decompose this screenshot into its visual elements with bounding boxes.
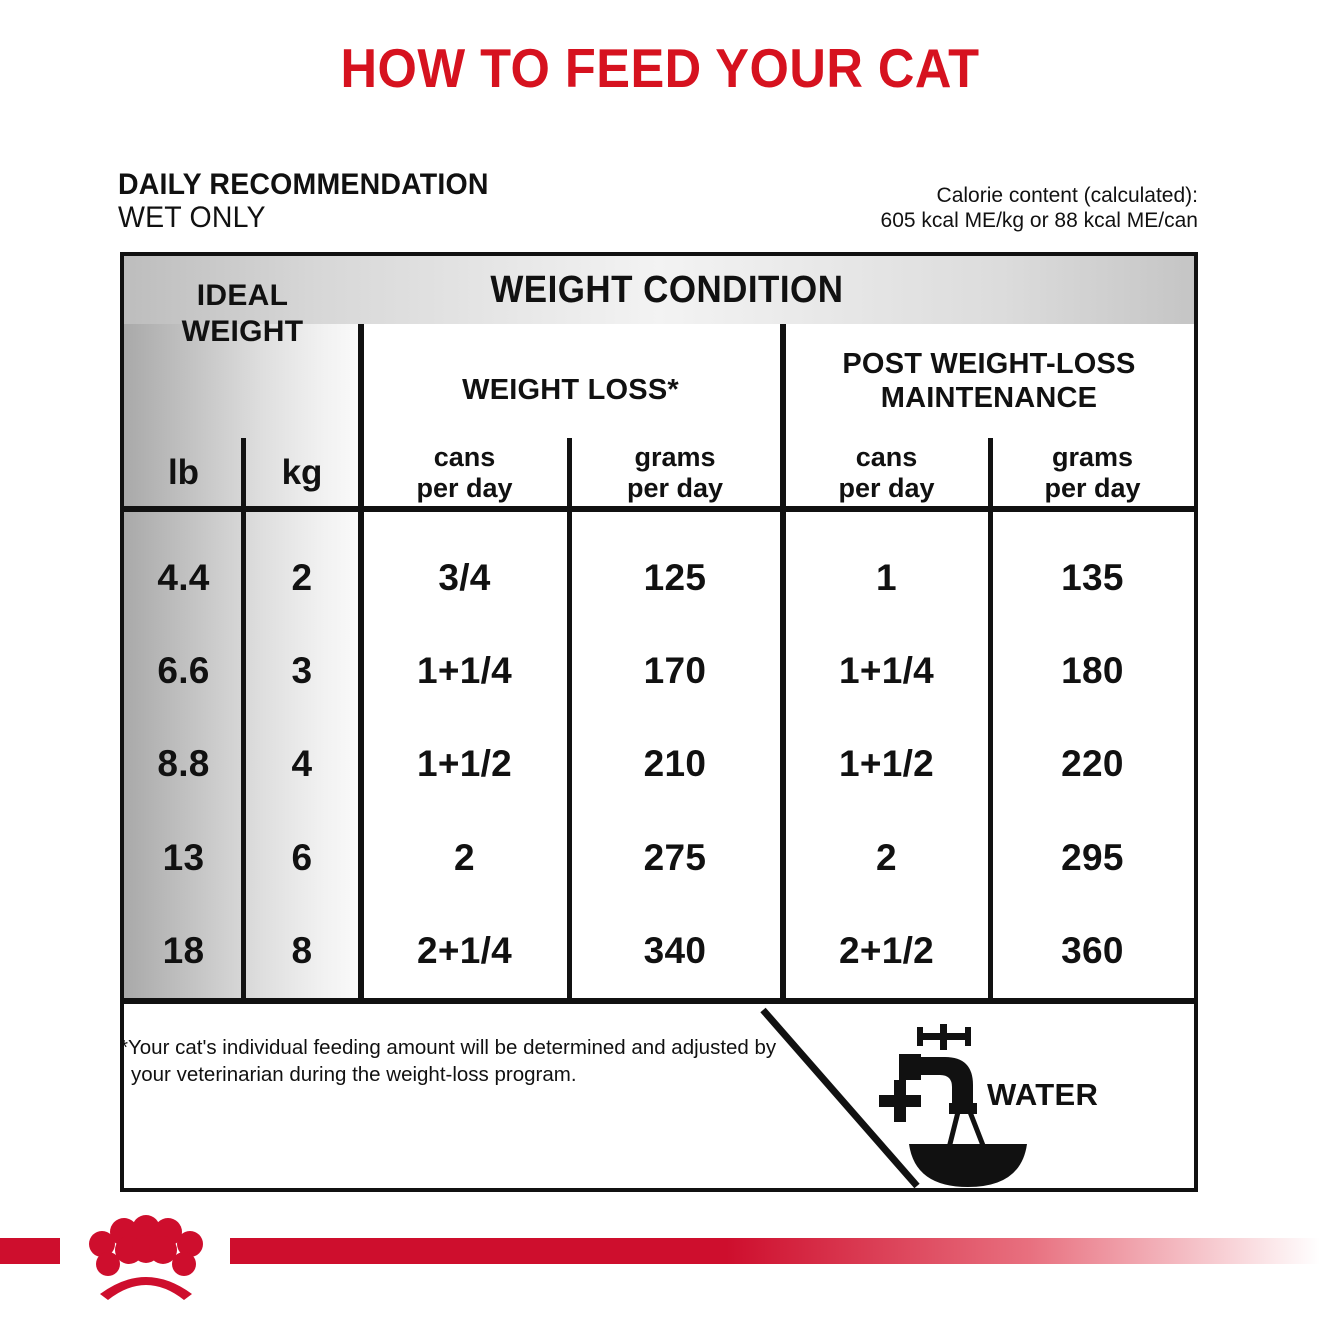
water-stream-icon — [946, 1111, 987, 1149]
ideal-weight-label-line1: IDEAL — [196, 279, 289, 312]
post-weight-loss-label: POST WEIGHT-LOSS MAINTENANCE — [842, 347, 1135, 415]
water-callout-shape — [760, 1007, 1027, 1196]
cell-pm-grams: 135 — [1061, 556, 1124, 598]
cell-wl-cans: 3/4 — [438, 556, 491, 598]
plus-icon — [879, 1080, 921, 1122]
pm-grams-line1: grams — [1051, 441, 1134, 472]
cell-pm-cans: 2+1/2 — [838, 930, 935, 972]
divider-lb-kg — [241, 438, 246, 998]
cell-lb: 18 — [162, 930, 205, 972]
weight-condition-header: WEIGHT CONDITION — [124, 256, 1194, 324]
cell-pm-grams: 295 — [1061, 836, 1124, 878]
water-label: WATER — [987, 1077, 1099, 1112]
post-weight-loss-group-header: POST WEIGHT-LOSS MAINTENANCE — [784, 324, 1194, 438]
cell-lb: 8.8 — [157, 743, 210, 785]
divider-under-subheaders — [124, 506, 1194, 512]
cell-kg: 6 — [291, 836, 313, 878]
wl-grams-line2: per day — [626, 473, 724, 503]
wl-cans-line2: per day — [416, 473, 513, 503]
cell-kg: 3 — [291, 650, 313, 692]
daily-recommendation-block: DAILY RECOMMENDATION WET ONLY — [118, 168, 508, 234]
pm-grams-line2: per day — [1044, 473, 1141, 503]
page-title: HOW TO FEED YOUR CAT — [340, 37, 980, 99]
column-header-pm-grams: grams per day — [991, 438, 1194, 508]
cell-wl-cans: 2+1/4 — [416, 930, 513, 972]
divider-pm-cans-grams — [988, 438, 993, 998]
divider-above-footnote — [124, 998, 1194, 1004]
cell-wl-cans: 1+1/4 — [416, 650, 513, 692]
table-row: 6.6 3 1+1/4 170 1+1/4 180 — [124, 624, 1194, 717]
cell-pm-cans: 2 — [876, 836, 897, 878]
cell-lb: 6.6 — [157, 650, 210, 692]
post-weight-loss-line2: MAINTENANCE — [880, 382, 1098, 414]
footnote-line1: *Your cat's individual feeding amount wi… — [120, 1036, 777, 1059]
cell-wl-grams: 125 — [643, 556, 707, 598]
weight-loss-group-header: WEIGHT LOSS* — [361, 344, 780, 436]
feeding-table: WEIGHT CONDITION IDEAL WEIGHT WEIGHT LOS… — [120, 252, 1198, 1192]
table-body: 4.4 2 3/4 125 1 135 6.6 3 1+1/4 170 1+1/… — [124, 531, 1194, 998]
post-weight-loss-line1: POST WEIGHT-LOSS — [842, 347, 1136, 380]
weight-loss-label: WEIGHT LOSS* — [462, 373, 679, 406]
cell-pm-cans: 1+1/4 — [838, 650, 935, 692]
column-header-wl-grams: grams per day — [570, 438, 780, 508]
ideal-weight-label-line2: WEIGHT — [181, 315, 304, 348]
cell-kg: 8 — [291, 930, 313, 972]
daily-recommendation-label: DAILY RECOMMENDATION — [118, 168, 489, 201]
cell-pm-cans: 1+1/2 — [838, 743, 935, 785]
cell-kg: 2 — [291, 556, 313, 598]
table-row: 13 6 2 275 2 295 — [124, 811, 1194, 904]
cell-pm-grams: 220 — [1061, 743, 1124, 785]
calorie-content-block: Calorie content (calculated): 605 kcal M… — [881, 184, 1198, 234]
column-header-lb: lb — [167, 453, 200, 492]
cell-lb: 13 — [162, 836, 205, 878]
cell-wl-grams: 275 — [643, 836, 707, 878]
pm-cans-line1: cans — [855, 441, 918, 472]
column-header-wl-cans: cans per day — [361, 438, 568, 508]
cell-wl-grams: 170 — [643, 650, 707, 692]
cell-wl-grams: 210 — [643, 743, 707, 785]
cell-pm-cans: 1 — [876, 556, 897, 598]
weight-condition-label: WEIGHT CONDITION — [489, 268, 844, 311]
table-row: 4.4 2 3/4 125 1 135 — [124, 531, 1194, 624]
ideal-weight-header: IDEAL WEIGHT — [124, 278, 361, 350]
divider-weightloss-post — [780, 324, 786, 998]
pm-cans-line2: per day — [838, 473, 935, 503]
table-row: 8.8 4 1+1/2 210 1+1/2 220 — [124, 718, 1194, 811]
wl-grams-line1: grams — [634, 441, 716, 472]
cell-pm-grams: 360 — [1061, 930, 1124, 972]
column-header-kg: kg — [281, 453, 323, 492]
cell-kg: 4 — [291, 743, 313, 785]
footnote-line2: your veterinarian during the weight-loss… — [131, 1063, 577, 1087]
water-callout: WATER — [759, 1007, 1202, 1196]
column-header-pm-cans: cans per day — [784, 438, 989, 508]
calorie-content-label: Calorie content (calculated): — [936, 184, 1198, 207]
divider-idealweight-weightloss — [358, 324, 364, 998]
cell-wl-grams: 340 — [643, 930, 707, 972]
royal-canin-crown-logo — [89, 1215, 203, 1300]
divider-wl-cans-grams — [567, 438, 572, 998]
wet-only-label: WET ONLY — [118, 201, 266, 234]
wl-cans-line1: cans — [433, 441, 496, 472]
cell-wl-cans: 2 — [454, 836, 475, 878]
cell-wl-cans: 1+1/2 — [416, 743, 513, 785]
calorie-content-value: 605 kcal ME/kg or 88 kcal ME/can — [880, 208, 1198, 232]
cell-pm-grams: 180 — [1061, 650, 1124, 692]
table-row: 18 8 2+1/4 340 2+1/2 360 — [124, 905, 1194, 998]
footnote: *Your cat's individual feeding amount wi… — [120, 1034, 777, 1089]
cell-lb: 4.4 — [157, 556, 210, 598]
